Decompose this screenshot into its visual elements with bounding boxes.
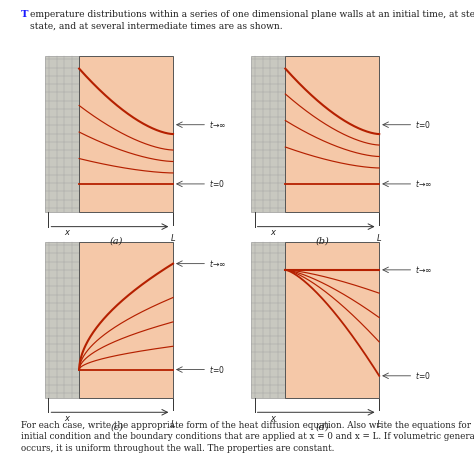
Text: $t\!=\!0$: $t\!=\!0$ — [415, 119, 431, 130]
Text: (d): (d) — [316, 422, 330, 431]
Text: $L$: $L$ — [376, 232, 382, 243]
Text: $t\!\rightarrow\!\infty$: $t\!\rightarrow\!\infty$ — [415, 264, 433, 275]
Bar — [251, 56, 285, 212]
Text: (c): (c) — [110, 422, 123, 431]
Text: $L$: $L$ — [170, 232, 176, 243]
Bar — [285, 56, 379, 212]
Text: $t\!\rightarrow\!\infty$: $t\!\rightarrow\!\infty$ — [209, 119, 227, 130]
Bar — [79, 242, 173, 398]
Text: $L$: $L$ — [376, 418, 382, 429]
Text: $t\!=\!0$: $t\!=\!0$ — [209, 179, 225, 189]
Text: $t\!\rightarrow\!\infty$: $t\!\rightarrow\!\infty$ — [415, 179, 433, 189]
Text: $x$: $x$ — [270, 228, 277, 237]
Bar — [45, 242, 79, 398]
Text: $t\!\rightarrow\!\infty$: $t\!\rightarrow\!\infty$ — [209, 258, 227, 269]
Text: T: T — [21, 10, 29, 19]
Text: $L$: $L$ — [170, 418, 176, 429]
Text: $x$: $x$ — [64, 228, 71, 237]
Text: emperature distributions within a series of one dimensional plane walls at an in: emperature distributions within a series… — [30, 10, 474, 31]
Text: For each case, write the appropriate form of the heat diffusion equation. Also w: For each case, write the appropriate for… — [21, 421, 474, 453]
Text: $x$: $x$ — [270, 414, 277, 423]
Text: $x$: $x$ — [64, 414, 71, 423]
Bar — [45, 56, 79, 212]
Bar — [285, 242, 379, 398]
Bar — [79, 56, 173, 212]
Bar — [251, 242, 285, 398]
Text: (b): (b) — [316, 236, 330, 245]
Text: $t\!=\!0$: $t\!=\!0$ — [415, 370, 431, 381]
Text: $t\!=\!0$: $t\!=\!0$ — [209, 364, 225, 375]
Text: (a): (a) — [110, 236, 123, 245]
